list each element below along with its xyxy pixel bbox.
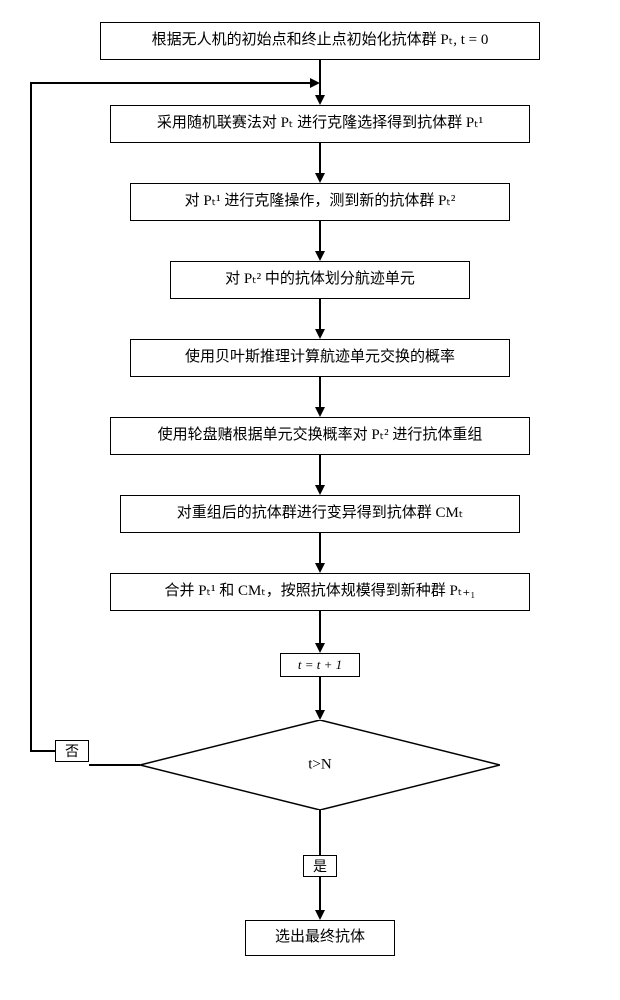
arrowhead-6-7	[315, 485, 325, 495]
arrowhead-8-9	[315, 643, 325, 653]
loop-v	[30, 82, 32, 752]
decision-diamond: t>N	[140, 720, 500, 810]
box-init-text: 根据无人机的初始点和终止点初始化抗体群 Pₜ, t = 0	[152, 31, 489, 51]
arrow-d-no-h	[89, 764, 140, 766]
box-roulette: 使用轮盘赌根据单元交换概率对 Pₜ² 进行抗体重组	[110, 417, 530, 455]
box-roulette-text: 使用轮盘赌根据单元交换概率对 Pₜ² 进行抗体重组	[158, 426, 483, 446]
arrow-d-yes	[319, 810, 321, 855]
yes-label-box: 是	[303, 855, 337, 877]
box-mutate: 对重组后的抗体群进行变异得到抗体群 CMₜ	[120, 495, 520, 533]
box-mutate-text: 对重组后的抗体群进行变异得到抗体群 CMₜ	[177, 504, 464, 524]
box-final-text: 选出最终抗体	[275, 928, 365, 948]
loop-h1	[30, 750, 55, 752]
arrowhead-3-4	[315, 251, 325, 261]
yes-label-text: 是	[313, 856, 327, 876]
arrow-9-d	[319, 677, 321, 710]
arrow-5-6	[319, 377, 321, 407]
box-partition-text: 对 Pₜ² 中的抗体划分航迹单元	[225, 270, 415, 290]
box-bayes: 使用贝叶斯推理计算航迹单元交换的概率	[130, 339, 510, 377]
box-bayes-text: 使用贝叶斯推理计算航迹单元交换的概率	[185, 348, 455, 368]
decision-label: t>N	[308, 757, 331, 774]
arrowhead-2-3	[315, 173, 325, 183]
arrow-4-5	[319, 299, 321, 329]
box-clone-op: 对 Pₜ¹ 进行克隆操作，测到新的抗体群 Pₜ²	[130, 183, 510, 221]
box-merge-text: 合并 Pₜ¹ 和 CMₜ，按照抗体规模得到新种群 Pₜ₊₁	[165, 582, 476, 602]
arrowhead-7-8	[315, 563, 325, 573]
box-clone-select: 采用随机联赛法对 Pₜ 进行克隆选择得到抗体群 Pₜ¹	[110, 105, 530, 143]
box-clone-select-text: 采用随机联赛法对 Pₜ 进行克隆选择得到抗体群 Pₜ¹	[157, 114, 483, 134]
arrowhead-loop	[310, 78, 320, 88]
arrowhead-1-2	[315, 95, 325, 105]
no-label-box: 否	[55, 740, 89, 762]
arrow-3-4	[319, 221, 321, 251]
arrow-6-7	[319, 455, 321, 485]
arrowhead-4-5	[315, 329, 325, 339]
no-label-text: 否	[65, 741, 79, 761]
arrowhead-9-d	[315, 710, 325, 720]
box-partition: 对 Pₜ² 中的抗体划分航迹单元	[170, 261, 470, 299]
box-clone-op-text: 对 Pₜ¹ 进行克隆操作，测到新的抗体群 Pₜ²	[185, 192, 456, 212]
loop-h2	[30, 82, 310, 84]
arrow-7-8	[319, 533, 321, 563]
flowchart-container: 根据无人机的初始点和终止点初始化抗体群 Pₜ, t = 0 采用随机联赛法对 P…	[0, 0, 620, 1000]
box-merge: 合并 Pₜ¹ 和 CMₜ，按照抗体规模得到新种群 Pₜ₊₁	[110, 573, 530, 611]
arrowhead-5-6	[315, 407, 325, 417]
arrow-8-9	[319, 611, 321, 643]
arrowhead-yes-final	[315, 910, 325, 920]
box-increment-text: t = t + 1	[298, 657, 342, 674]
box-final: 选出最终抗体	[245, 920, 395, 956]
arrow-yes-final	[319, 877, 321, 910]
box-increment: t = t + 1	[280, 653, 360, 677]
arrow-2-3	[319, 143, 321, 173]
box-init: 根据无人机的初始点和终止点初始化抗体群 Pₜ, t = 0	[100, 22, 540, 60]
